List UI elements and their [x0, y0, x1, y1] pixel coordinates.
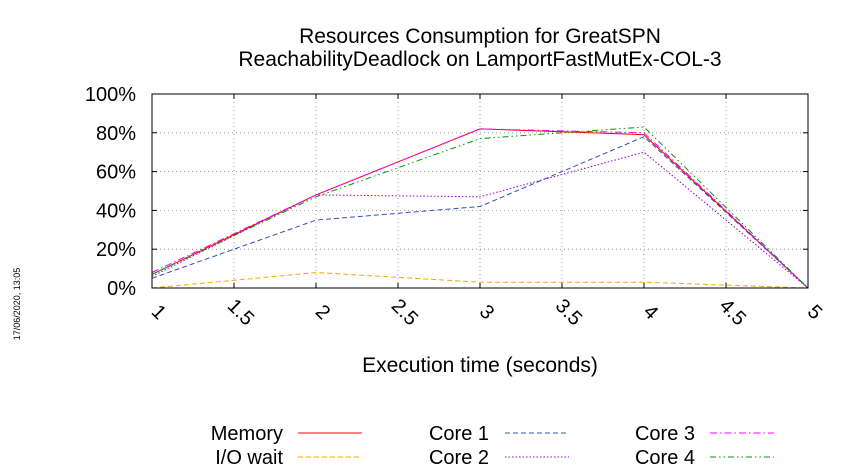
series-line: [151, 136, 809, 289]
legend-label: Memory: [211, 423, 283, 445]
series-line: [151, 271, 809, 289]
y-tick-label: 80%: [96, 123, 136, 145]
series-line: [151, 151, 809, 289]
x-tick-label: 3: [475, 301, 498, 324]
legend-label: I/O wait: [215, 447, 283, 469]
chart-title: Resources Consumption for GreatSPN: [299, 25, 661, 48]
x-tick-label: 4: [639, 301, 662, 324]
x-tick-label: 1: [147, 301, 170, 324]
legend-label: Core 1: [429, 423, 489, 445]
y-tick-label: 100%: [85, 84, 136, 106]
x-tick-label: 3.5: [551, 295, 586, 330]
chart-subtitle: ReachabilityDeadlock on LamportFastMutEx…: [238, 48, 721, 71]
x-tick-label: 1.5: [223, 295, 258, 330]
y-tick-label: 40%: [96, 200, 136, 222]
axis-ticks: 1 1.5 2 2.5 3 3.5 4 4.5 5 0% 20% 40% 60% 80% 100%: [85, 84, 826, 330]
series-line: [151, 126, 809, 289]
legend-label: Core 2: [429, 447, 489, 469]
y-tick-label: 20%: [96, 239, 136, 261]
series-lines: [151, 126, 809, 289]
series-line: [151, 128, 809, 289]
legend-label: Core 4: [635, 447, 695, 469]
x-tick-label: 2.5: [387, 295, 422, 330]
legend-label: Core 3: [635, 423, 695, 445]
y-tick-label: 60%: [96, 162, 136, 184]
x-tick-label: 4.5: [715, 295, 750, 330]
grid-lines: [152, 94, 808, 288]
series-line: [151, 128, 809, 289]
x-axis-title: Execution time (seconds): [362, 354, 598, 377]
timestamp-label: 17/06/2020, 13:05: [12, 268, 22, 341]
x-tick-label: 2: [311, 301, 334, 324]
x-tick-label: 5: [803, 301, 826, 324]
y-tick-label: 0%: [107, 278, 136, 300]
